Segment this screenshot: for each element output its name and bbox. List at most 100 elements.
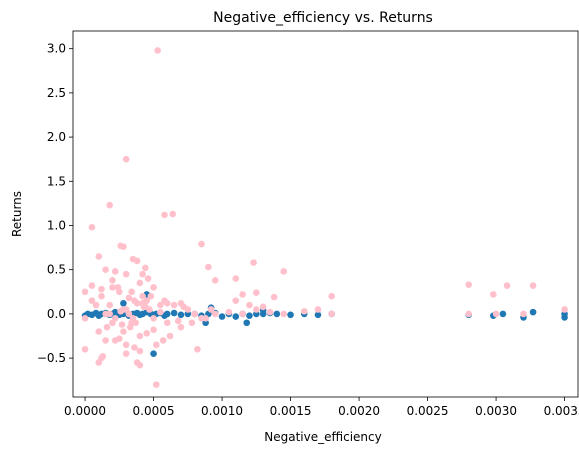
y-axis: −0.5 0.0 0.5 1.0 1.5 2.0 2.5 3.0 (37, 42, 73, 365)
y-tick-label: 2.0 (47, 130, 66, 144)
data-point (139, 270, 146, 278)
data-point (136, 279, 144, 287)
y-tick-label: 2.5 (47, 86, 66, 100)
data-point (122, 270, 130, 278)
data-point (95, 328, 103, 335)
data-point (111, 315, 119, 322)
data-point (194, 345, 201, 353)
y-axis-label: Returns (10, 191, 24, 237)
data-point (243, 319, 251, 327)
x-tick-label: 0.0010 (201, 404, 243, 418)
data-point (177, 311, 185, 319)
data-point (118, 321, 126, 328)
data-point (139, 299, 146, 307)
data-point (95, 253, 103, 260)
data-point (253, 306, 260, 313)
data-point (259, 303, 267, 311)
data-point (328, 310, 335, 318)
data-point (250, 259, 257, 266)
chart-title: Negative_efficiency vs. Returns (213, 10, 433, 26)
data-point (232, 313, 240, 320)
data-point (150, 350, 157, 357)
data-point (136, 347, 144, 355)
data-point (161, 211, 168, 219)
data-point (131, 344, 138, 351)
data-point (280, 268, 288, 275)
data-point (287, 311, 294, 319)
data-point (120, 299, 127, 307)
data-point (198, 240, 205, 248)
data-point (88, 223, 96, 231)
y-tick-label: 1.5 (47, 174, 66, 188)
data-point (122, 341, 130, 349)
y-tick-label: 3.0 (47, 42, 66, 56)
x-tick-label: 0.0005 (133, 404, 175, 418)
data-point (246, 301, 253, 309)
data-point (106, 301, 114, 309)
data-point (81, 345, 89, 353)
data-point (159, 337, 167, 344)
data-point (561, 314, 568, 321)
data-point (139, 292, 146, 300)
data-point (253, 289, 260, 296)
data-point (157, 308, 164, 316)
data-point (314, 311, 322, 319)
data-point (157, 301, 164, 309)
x-tick-label: 0.0025 (407, 404, 449, 418)
data-point (88, 297, 96, 304)
data-point (120, 328, 127, 335)
data-point (128, 319, 135, 327)
data-point (520, 310, 527, 318)
data-point (98, 292, 105, 300)
data-point (207, 306, 215, 313)
data-point (95, 359, 103, 366)
data-point (122, 350, 130, 357)
data-point (529, 282, 537, 289)
data-point (499, 310, 507, 318)
data-point (133, 359, 141, 366)
data-point (117, 307, 124, 315)
data-point (109, 277, 116, 284)
data-point (125, 310, 133, 318)
data-points (81, 47, 568, 388)
data-point (328, 292, 335, 300)
data-point (122, 155, 130, 163)
data-point (102, 266, 109, 274)
data-point (490, 291, 497, 298)
data-point (125, 294, 133, 302)
data-point (147, 292, 155, 300)
data-point (150, 284, 157, 291)
data-point (146, 306, 153, 313)
data-point (225, 308, 233, 316)
data-point (232, 297, 240, 304)
data-point (166, 332, 174, 340)
x-tick-label: 0.0015 (270, 404, 312, 418)
data-point (170, 301, 178, 309)
data-point (211, 310, 219, 318)
x-tick-label: 0.0020 (338, 404, 380, 418)
data-point (163, 319, 171, 327)
y-tick-label: 1.0 (47, 218, 66, 232)
data-point (98, 285, 105, 293)
data-point (170, 309, 178, 317)
data-point (81, 315, 89, 322)
data-point (92, 301, 100, 309)
data-point (492, 310, 500, 318)
data-point (465, 310, 472, 318)
data-point (161, 297, 168, 304)
data-point (202, 315, 209, 322)
data-point (266, 308, 274, 316)
x-axis-label: Negative_efficiency (264, 430, 381, 444)
data-point (144, 275, 152, 282)
data-point (129, 255, 137, 263)
data-point (111, 337, 119, 344)
x-axis: 0.0000 0.0005 0.0010 0.0015 0.0020 0.0025 0.00… (64, 397, 579, 418)
data-point (177, 299, 185, 307)
x-tick-label: 0.0000 (64, 404, 106, 418)
data-point (99, 353, 107, 360)
data-point (561, 306, 568, 313)
data-point (218, 313, 226, 320)
y-tick-label: 0.0 (47, 307, 66, 321)
data-point (239, 291, 246, 298)
data-point (103, 323, 111, 331)
